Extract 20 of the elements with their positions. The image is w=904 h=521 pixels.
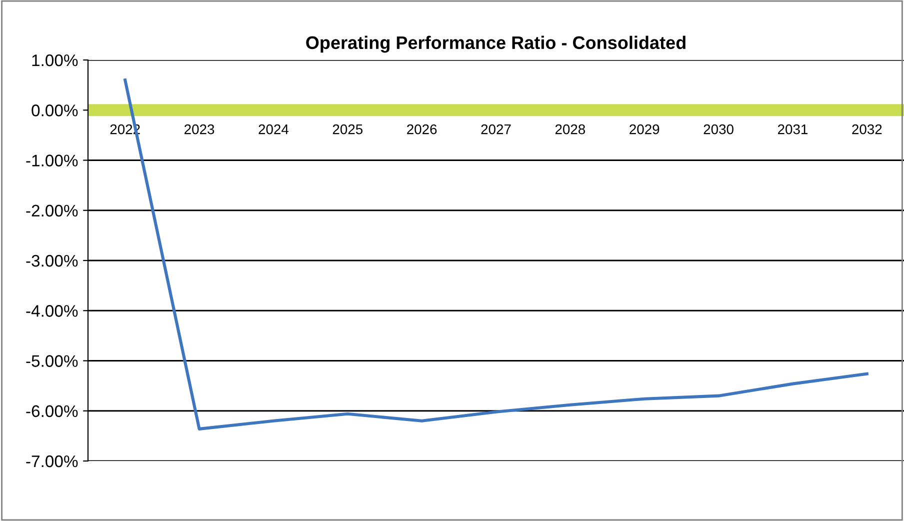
x-tick-label: 2025 bbox=[332, 124, 363, 134]
x-tick-label: 2032 bbox=[852, 124, 882, 134]
x-tick-label: 2026 bbox=[407, 124, 437, 134]
x-tick-label: 2023 bbox=[184, 124, 214, 134]
y-tick-label: -1.00% bbox=[26, 154, 78, 166]
y-tick-label: 1.00% bbox=[32, 54, 78, 66]
y-tick-label: -7.00% bbox=[26, 455, 78, 468]
y-tick-label: 0.00% bbox=[32, 104, 78, 116]
chart-title: Operating Performance Ratio - Consolidated bbox=[306, 36, 686, 53]
x-tick-label: 2030 bbox=[704, 124, 734, 134]
y-tick-label: -2.00% bbox=[26, 204, 78, 217]
y-tick-label: -3.00% bbox=[26, 254, 78, 267]
x-tick-label: 2029 bbox=[630, 124, 660, 134]
y-tick-label: -4.00% bbox=[26, 305, 78, 317]
y-tick-label: -6.00% bbox=[26, 405, 78, 418]
x-tick-label: 2031 bbox=[778, 124, 808, 134]
x-tick-label: 2028 bbox=[555, 124, 586, 134]
x-tick-label: 2027 bbox=[481, 124, 511, 134]
y-tick-label: -5.00% bbox=[26, 355, 78, 367]
x-tick-label: 2024 bbox=[258, 124, 288, 134]
